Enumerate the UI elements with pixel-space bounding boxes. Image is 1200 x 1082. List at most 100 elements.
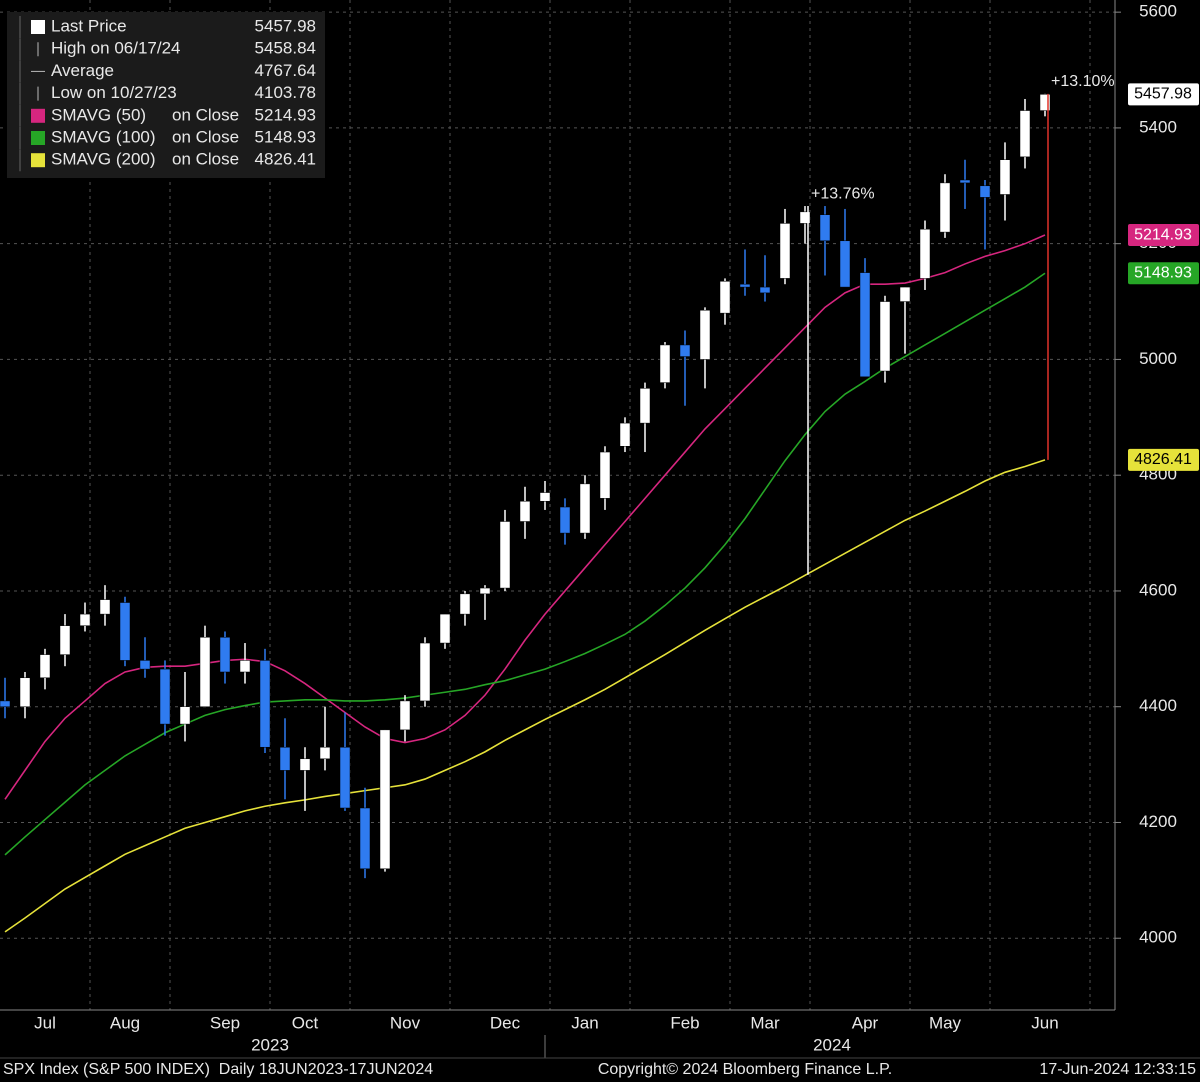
annotation-text: +13.76% <box>811 185 875 202</box>
y-tick-label: 5400 <box>1139 117 1177 136</box>
candle-body <box>39 654 51 679</box>
sma-line <box>4 459 1046 933</box>
legend-value: 5214.93 <box>255 105 316 124</box>
year-label: 2024 <box>813 1035 851 1054</box>
candle-body <box>59 625 71 655</box>
candle-body <box>179 706 191 725</box>
candle-body <box>599 451 611 499</box>
candle-body <box>379 729 391 870</box>
candle-body <box>759 286 771 294</box>
candle-body <box>919 228 931 279</box>
candle-body <box>499 521 511 589</box>
legend-swatch <box>31 20 45 34</box>
candle-body <box>539 492 551 502</box>
candle-body <box>639 388 651 424</box>
value-box-label: 4826.41 <box>1134 451 1192 468</box>
candle-body <box>259 660 271 748</box>
legend-swatch <box>31 131 45 145</box>
value-box <box>1128 262 1199 285</box>
legend-label: SMAVG (50) <box>51 105 146 124</box>
annotation-text: +13.10% <box>1051 73 1115 90</box>
candle-body <box>879 301 891 372</box>
candle-body <box>119 602 131 661</box>
legend-value: 4826.41 <box>255 150 316 169</box>
candle-body <box>779 223 791 279</box>
candle-body <box>239 660 251 673</box>
value-box <box>1128 224 1199 247</box>
candle-body <box>299 758 311 771</box>
candle-body <box>279 746 291 771</box>
x-tick-label: Aug <box>110 1013 140 1032</box>
candle-body <box>1019 110 1031 158</box>
x-tick-label: Jun <box>1031 1013 1058 1032</box>
legend-value: 5458.84 <box>255 39 316 58</box>
x-tick-label: Nov <box>390 1013 421 1032</box>
candle-body <box>519 500 531 522</box>
candle-body <box>619 422 631 447</box>
legend-label: SMAVG (100) <box>51 127 156 146</box>
candle-body <box>1039 94 1051 111</box>
value-box-label: 5214.93 <box>1134 226 1192 243</box>
footer-left: SPX Index (S&P 500 INDEX) Daily 18JUN202… <box>3 1061 433 1078</box>
candle-body <box>839 240 851 288</box>
candle-body <box>679 344 691 357</box>
candle-body <box>959 179 971 184</box>
legend: Last Price 5457.98 High on 06/17/24 5458.84… <box>7 12 325 178</box>
legend-value: 5457.98 <box>255 16 316 35</box>
x-tick-label: Feb <box>670 1013 699 1032</box>
legend-suffix: on Close <box>172 127 239 146</box>
legend-label: High on 06/17/24 <box>51 39 181 58</box>
legend-value: 4103.78 <box>255 83 316 102</box>
legend-suffix: on Close <box>172 150 239 169</box>
candle-body <box>139 660 151 670</box>
candle-body <box>699 309 711 360</box>
candle-body <box>579 483 591 534</box>
x-tick-label: May <box>929 1013 962 1032</box>
legend-box <box>7 12 325 178</box>
legend-value: 4767.64 <box>255 61 316 80</box>
candle-body <box>419 642 431 702</box>
candle-body <box>99 599 111 615</box>
sma-line <box>4 272 1046 856</box>
candle-body <box>79 613 91 626</box>
candle-body <box>739 283 751 288</box>
y-tick-label: 4000 <box>1139 928 1177 947</box>
x-tick-label: Jul <box>34 1013 56 1032</box>
x-tick-label: Apr <box>852 1013 879 1032</box>
candle-body <box>859 272 871 378</box>
candle-body <box>219 637 231 673</box>
y-tick-label: 4600 <box>1139 580 1177 599</box>
x-tick-label: Sep <box>210 1013 240 1032</box>
candle-body <box>819 214 831 242</box>
candle-body <box>159 668 171 725</box>
legend-label: SMAVG (200) <box>51 150 156 169</box>
candle-body <box>999 159 1011 195</box>
value-box <box>1128 448 1199 471</box>
legend-label: Last Price <box>51 16 127 35</box>
year-label: 2023 <box>251 1035 289 1054</box>
legend-suffix: on Close <box>172 105 239 124</box>
candle-body <box>319 746 331 760</box>
legend-swatch <box>31 153 45 168</box>
sma-line <box>4 234 1046 800</box>
legend-swatch <box>31 108 45 123</box>
x-tick-label: Mar <box>750 1013 780 1032</box>
legend-value: 5148.93 <box>255 127 316 146</box>
candle-body <box>339 746 351 809</box>
candle-body <box>659 344 671 383</box>
x-tick-label: Jan <box>571 1013 598 1032</box>
y-tick-label: 4200 <box>1139 812 1177 831</box>
legend-label: Low on 10/27/23 <box>51 83 177 102</box>
value-box-label: 5148.93 <box>1134 264 1192 281</box>
legend-label: Average <box>51 61 114 80</box>
footer-right: 17-Jun-2024 12:33:15 <box>1039 1061 1196 1078</box>
value-box-label: 5457.98 <box>1134 86 1192 103</box>
x-tick-label: Dec <box>490 1013 521 1032</box>
x-tick-label: Oct <box>292 1013 319 1032</box>
candle-body <box>479 587 491 595</box>
candle-body <box>799 211 811 224</box>
candle-body <box>19 677 31 707</box>
candle-body <box>399 700 411 731</box>
candle-body <box>199 637 211 707</box>
